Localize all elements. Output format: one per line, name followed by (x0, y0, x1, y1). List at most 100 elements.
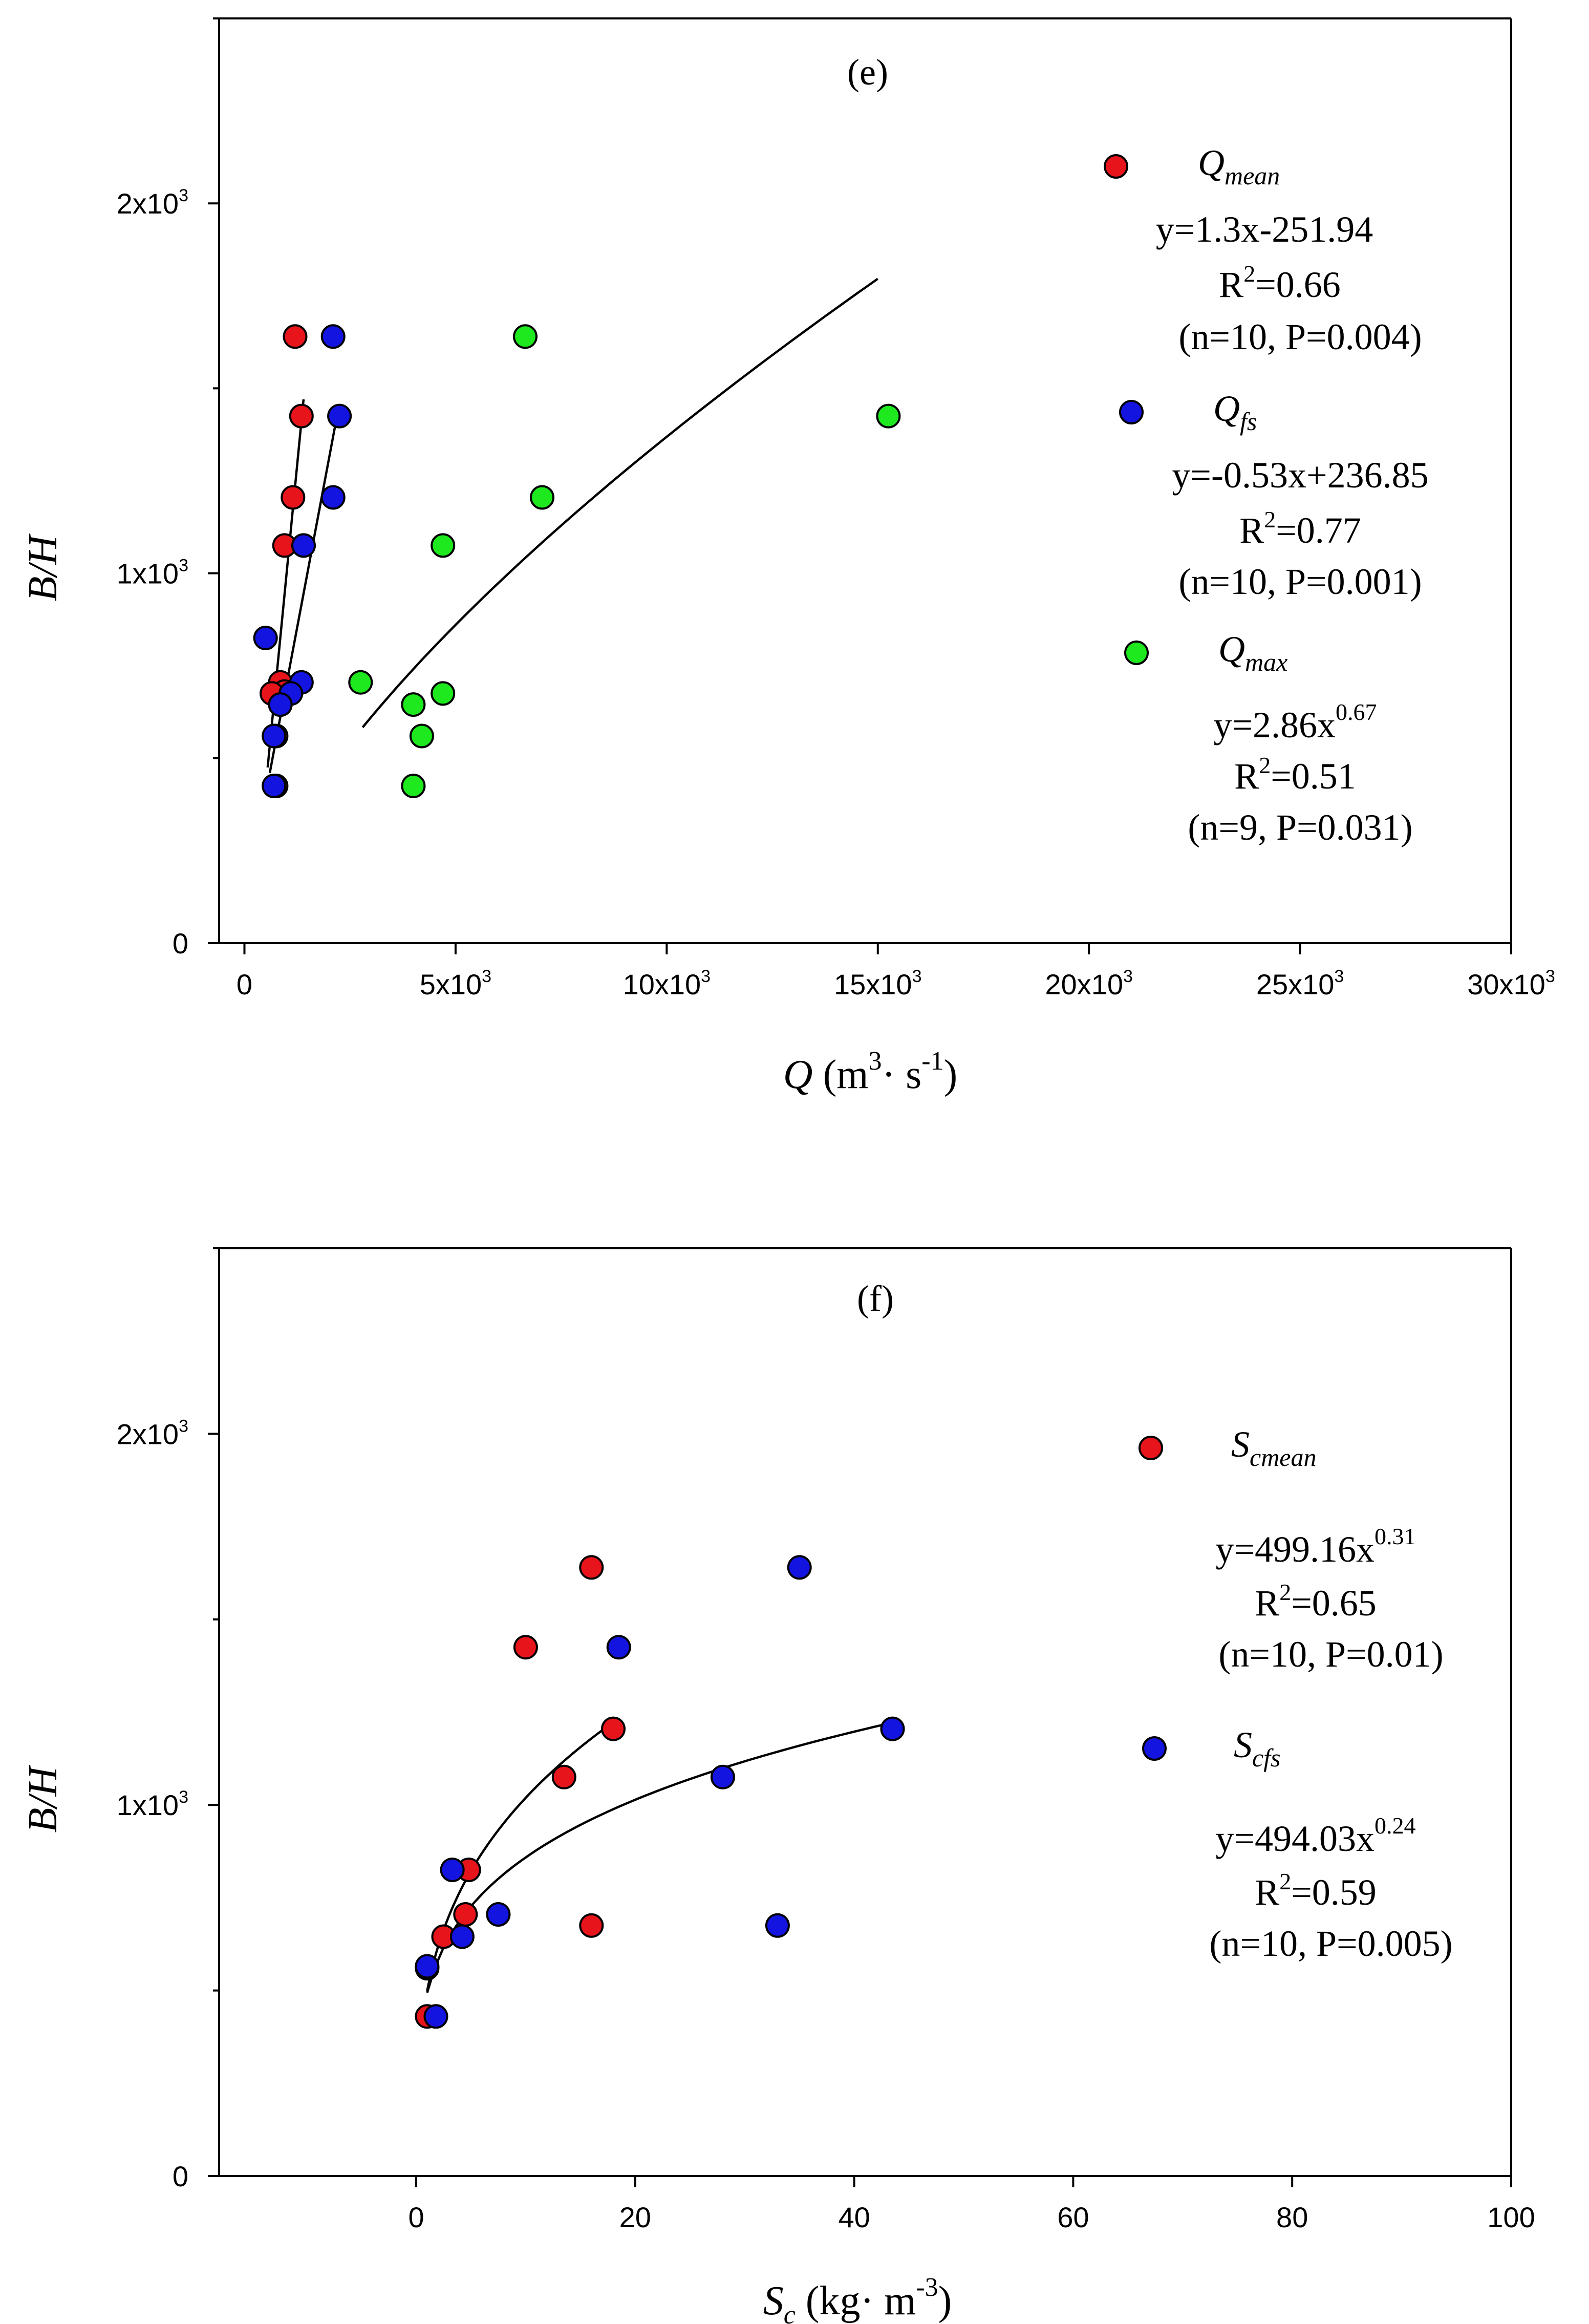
panel-f-legend: Scmean y=499.16x0.31 R2=0.65 (n=10, P=0.… (1139, 1424, 1453, 1964)
legend-entry-scmean: Scmean y=499.16x0.31 R2=0.65 (n=10, P=0.… (1139, 1424, 1444, 1675)
point-qmax (530, 485, 554, 510)
legend-entry-qmax: Qmax y=2.86x0.67 R2=0.51 (n=9, P=0.031) (1124, 629, 1413, 848)
point-scfs (449, 1924, 475, 1949)
x-tick-label: 20 (619, 2201, 651, 2233)
panel-f-y-axis-title: B/H (20, 1764, 66, 1832)
fit-line-qfs (268, 414, 339, 774)
point-scmean (601, 1716, 626, 1741)
x-tick-label: 40 (838, 2201, 870, 2233)
panel-e-points (253, 324, 901, 798)
x-tick-label: 100 (1487, 2201, 1535, 2233)
point-qmax (348, 670, 373, 695)
point-qmean (289, 403, 314, 429)
panel-e-x-ticks: 0 5x103 10x103 15x103 20x103 25x103 30x103 (237, 943, 1555, 1000)
legend-label-qmean: Qmean (1198, 142, 1280, 190)
point-qmax (513, 324, 538, 349)
legend-equation-scfs: y=494.03x0.24 (1215, 1813, 1415, 1859)
point-scmean (551, 1764, 576, 1789)
y-tick-label: 1x103 (117, 556, 188, 590)
legend-r2-qmean: R2=0.66 (1219, 261, 1341, 305)
panel-e-y-axis-title: B/H (20, 533, 66, 601)
x-tick-label: 80 (1276, 2201, 1308, 2233)
point-scfs (765, 1913, 790, 1938)
x-tick-label: 5x103 (420, 967, 491, 1000)
point-qmax (401, 774, 426, 798)
point-qfs (268, 692, 293, 717)
legend-stats-qmean: (n=10, P=0.004) (1178, 316, 1422, 357)
legend-entry-scfs: Scfs y=494.03x0.24 R2=0.59 (n=10, P=0.00… (1142, 1724, 1453, 1964)
legend-marker-qmax (1124, 641, 1149, 665)
x-tick-label: 60 (1057, 2201, 1089, 2233)
fit-line-scmean (426, 1721, 614, 1991)
panel-f-y-ticks: 0 1x103 2x103 (117, 1247, 219, 2192)
point-qfs (262, 723, 287, 749)
legend-equation-qmean: y=1.3x-251.94 (1156, 209, 1373, 250)
fit-line-scfs (426, 1720, 898, 1993)
point-qfs (327, 403, 352, 429)
point-qmean (281, 485, 306, 510)
x-tick-label: 0 (237, 968, 252, 1000)
point-scmean (579, 1913, 604, 1938)
y-tick-label: 0 (173, 2160, 188, 2192)
point-qfs (262, 774, 287, 798)
point-qmax (876, 403, 901, 429)
point-scfs (486, 1902, 511, 1927)
legend-entry-qfs: Qfs y=-0.53x+236.85 R2=0.77 (n=10, P=0.0… (1119, 388, 1429, 602)
x-tick-label: 30x103 (1467, 967, 1555, 1000)
legend-label-scmean: Scmean (1231, 1424, 1317, 1472)
legend-marker-qmean (1104, 154, 1128, 179)
point-qmax (431, 533, 456, 558)
legend-stats-qmax: (n=9, P=0.031) (1188, 807, 1412, 848)
point-scmean (453, 1902, 478, 1927)
point-scfs (440, 1858, 465, 1882)
legend-stats-scfs: (n=10, P=0.005) (1209, 1923, 1452, 1964)
panel-f-fit-lines (426, 1720, 898, 1993)
legend-label-qmax: Qmax (1218, 629, 1287, 676)
legend-marker-qfs (1119, 400, 1144, 424)
point-qmax (401, 692, 426, 717)
panel-f-points (415, 1555, 905, 2029)
point-qfs (320, 485, 346, 510)
panel-e-x-axis-title: Q (m3· s-1) (783, 1047, 957, 1097)
panel-f-x-ticks: 0 20 40 60 80 100 (408, 2176, 1535, 2233)
x-tick-label: 15x103 (834, 967, 922, 1000)
y-tick-label: 2x103 (117, 1416, 188, 1450)
legend-r2-qfs: R2=0.77 (1239, 506, 1361, 551)
panel-f-plot-frame (218, 1247, 1512, 2177)
point-qmean (283, 324, 308, 349)
point-qfs (320, 324, 346, 349)
legend-entry-qmean: Qmean y=1.3x-251.94 R2=0.66 (n=10, P=0.0… (1104, 142, 1422, 357)
legend-label-scfs: Scfs (1234, 1724, 1281, 1772)
x-tick-label: 25x103 (1256, 967, 1344, 1000)
panel-f-scatter-chart: 0 20 40 60 80 100 0 1x103 2x103 (f) Scmean y=49… (20, 1247, 1535, 2324)
panel-e-scatter-chart: 0 5x103 10x103 15x103 20x103 25x103 30x103 0 1x… (20, 17, 1555, 1097)
legend-stats-scmean: (n=10, P=0.01) (1218, 1634, 1443, 1675)
point-scfs (787, 1555, 812, 1580)
x-tick-label: 0 (408, 2201, 424, 2233)
point-qmax (431, 681, 456, 706)
point-scfs (415, 1954, 440, 1979)
point-scmean (579, 1555, 604, 1580)
legend-r2-scfs: R2=0.59 (1255, 1868, 1377, 1913)
point-qmax (409, 723, 434, 749)
y-tick-label: 2x103 (117, 186, 188, 220)
point-scfs (880, 1716, 905, 1741)
legend-r2-scmean: R2=0.65 (1255, 1579, 1377, 1624)
legend-equation-qfs: y=-0.53x+236.85 (1172, 455, 1428, 496)
panel-f-label: (f) (857, 1278, 894, 1319)
y-tick-label: 0 (173, 927, 188, 960)
legend-label-qfs: Qfs (1213, 388, 1257, 436)
legend-r2-qmax: R2=0.51 (1234, 752, 1356, 797)
legend-stats-qfs: (n=10, P=0.001) (1178, 561, 1422, 602)
y-tick-label: 1x103 (117, 1787, 188, 1821)
fit-line-qmax (361, 278, 879, 729)
panel-e-plot-frame (218, 17, 1512, 944)
point-scfs (606, 1635, 631, 1660)
point-scfs (710, 1764, 735, 1789)
point-scmean (513, 1635, 538, 1660)
x-tick-label: 10x103 (623, 967, 711, 1000)
x-tick-label: 20x103 (1045, 967, 1133, 1000)
point-qfs (291, 533, 316, 558)
legend-marker-scfs (1142, 1736, 1167, 1761)
